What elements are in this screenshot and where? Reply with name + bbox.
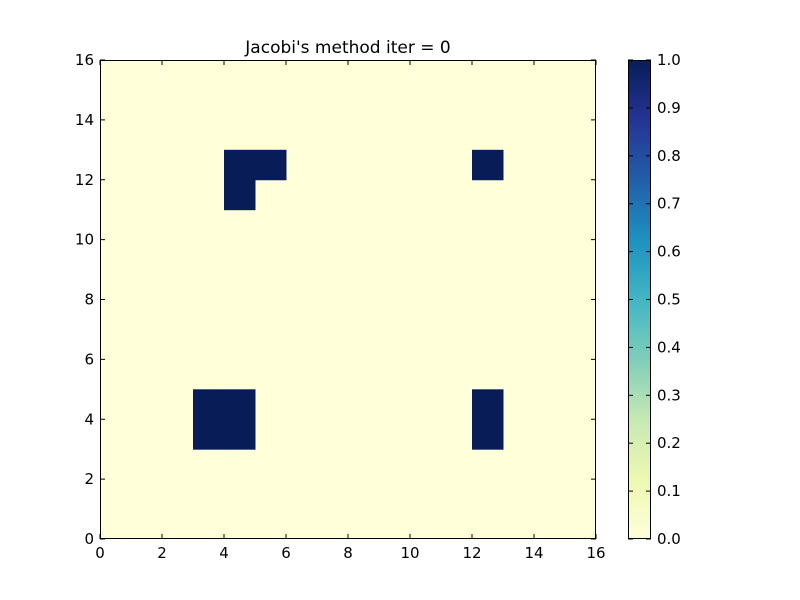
colorbar: 0.0 0.1 0.2 0.3 0.4 0.5 0.6 0.7 0.8 0.9 1.0 (628, 51, 681, 548)
heatmap-cell-0 (193, 419, 225, 450)
x-tick-label-2: 4 (219, 544, 229, 562)
y-tick-label-6: 12 (75, 171, 94, 189)
y-tick-label-4: 8 (84, 291, 94, 309)
heatmap-cell-3 (224, 389, 256, 420)
heatmap-cell-2 (193, 389, 225, 420)
plot-area: 0 2 4 6 8 10 12 14 16 0 2 4 6 8 10 12 14 16 (75, 51, 606, 562)
colorbar-tick-label-8: 0.8 (657, 147, 681, 165)
colorbar-tick-label-1: 0.1 (657, 482, 681, 500)
colorbar-tick-label-9: 0.9 (657, 99, 681, 117)
colorbar-tick-label-3: 0.3 (657, 386, 681, 404)
x-tick-label-6: 12 (462, 544, 481, 562)
x-tick-label-7: 14 (524, 544, 543, 562)
y-tick-label-0: 0 (84, 530, 94, 548)
x-tick-label-0: 0 (95, 544, 105, 562)
heatmap-cell-6 (224, 179, 256, 211)
y-axis: 0 2 4 6 8 10 12 14 16 (75, 51, 596, 548)
x-axis: 0 2 4 6 8 10 12 14 16 (95, 60, 606, 562)
heatmap-cell-5 (472, 389, 504, 420)
y-tick-label-5: 10 (75, 231, 94, 249)
y-tick-label-1: 2 (84, 470, 94, 488)
heatmap-cells (193, 149, 504, 450)
y-tick-label-8: 16 (75, 51, 94, 69)
colorbar-tick-label-4: 0.4 (657, 338, 681, 356)
x-tick-label-1: 2 (157, 544, 167, 562)
colorbar-ticks: 0.0 0.1 0.2 0.3 0.4 0.5 0.6 0.7 0.8 0.9 1.0 (628, 51, 681, 548)
colorbar-tick-label-7: 0.7 (657, 195, 681, 213)
heatmap-cell-7 (224, 149, 256, 181)
x-tick-label-5: 10 (400, 544, 419, 562)
x-tick-label-8: 16 (586, 544, 605, 562)
colorbar-tick-label-6: 0.6 (657, 243, 681, 261)
chart-title: Jacobi's method iter = 0 (244, 38, 450, 58)
heatmap-cell-8 (255, 149, 287, 181)
colorbar-tick-label-0: 0.0 (657, 530, 681, 548)
y-tick-label-3: 6 (84, 350, 94, 368)
heatmap-cell-1 (224, 419, 256, 450)
heatmap-background (100, 60, 596, 539)
x-tick-label-4: 8 (343, 544, 353, 562)
y-tick-label-2: 4 (84, 410, 94, 428)
y-tick-label-7: 14 (75, 111, 94, 129)
colorbar-tick-label-10: 1.0 (657, 51, 681, 69)
colorbar-tick-label-2: 0.2 (657, 434, 681, 452)
colorbar-tick-label-5: 0.5 (657, 291, 681, 309)
heatmap-cell-4 (472, 419, 504, 450)
heatmap-cell-9 (472, 149, 504, 181)
x-tick-label-3: 6 (281, 544, 291, 562)
colorbar-gradient (628, 60, 651, 539)
